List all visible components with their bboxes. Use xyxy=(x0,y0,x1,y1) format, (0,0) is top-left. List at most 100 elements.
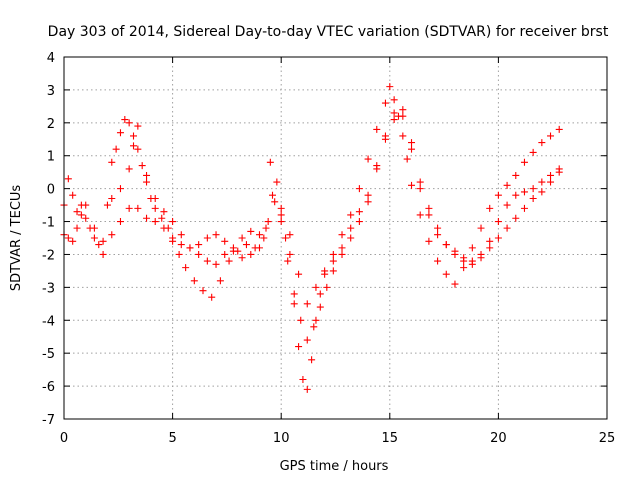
data-point xyxy=(538,139,546,147)
data-point xyxy=(434,231,442,239)
data-point xyxy=(169,218,177,226)
data-point xyxy=(299,376,307,384)
data-point xyxy=(338,244,346,252)
data-point xyxy=(390,109,398,117)
data-point xyxy=(555,168,563,176)
data-point xyxy=(468,260,476,268)
data-point xyxy=(269,191,277,199)
x-tick-label: 20 xyxy=(490,431,507,446)
data-point xyxy=(538,178,546,186)
data-point xyxy=(186,244,194,252)
data-point xyxy=(199,287,207,295)
data-point xyxy=(547,132,555,140)
data-point xyxy=(329,267,337,275)
data-point xyxy=(73,224,81,232)
data-point xyxy=(64,234,72,242)
data-point xyxy=(103,201,111,209)
data-point xyxy=(190,277,198,285)
data-point xyxy=(177,231,185,239)
data-point xyxy=(310,323,318,331)
data-point xyxy=(399,112,407,120)
data-point xyxy=(486,244,494,252)
data-point xyxy=(247,250,255,258)
data-point xyxy=(390,96,398,104)
data-point xyxy=(260,234,268,242)
data-point xyxy=(364,191,372,199)
data-point xyxy=(125,165,133,173)
x-tick-label: 5 xyxy=(168,431,176,446)
y-tick-label: 0 xyxy=(47,183,55,198)
data-point xyxy=(316,303,324,311)
data-point xyxy=(303,385,311,393)
data-point xyxy=(434,257,442,265)
data-point xyxy=(112,145,120,153)
y-tick-label: -4 xyxy=(42,314,55,329)
data-point xyxy=(494,234,502,242)
data-point xyxy=(503,201,511,209)
y-tick-label: -6 xyxy=(42,380,55,395)
data-point xyxy=(108,158,116,166)
data-point xyxy=(238,234,246,242)
data-point xyxy=(373,162,381,170)
y-tick-label: -3 xyxy=(42,281,55,296)
data-point xyxy=(512,191,520,199)
data-point xyxy=(266,158,274,166)
data-point xyxy=(195,241,203,249)
data-point xyxy=(460,264,468,272)
data-point xyxy=(160,208,168,216)
data-point xyxy=(425,237,433,245)
data-point xyxy=(273,178,281,186)
data-point xyxy=(116,129,124,137)
data-point xyxy=(512,214,520,222)
data-point xyxy=(373,125,381,133)
data-point xyxy=(134,145,142,153)
data-point xyxy=(355,218,363,226)
data-point xyxy=(442,241,450,249)
x-tick-label: 0 xyxy=(60,431,68,446)
data-point xyxy=(477,254,485,262)
data-point xyxy=(460,257,468,265)
data-points xyxy=(60,83,563,393)
data-point xyxy=(297,316,305,324)
data-point xyxy=(262,224,270,232)
data-point xyxy=(203,234,211,242)
data-point xyxy=(494,218,502,226)
data-point xyxy=(212,231,220,239)
data-point xyxy=(277,204,285,212)
data-point xyxy=(416,178,424,186)
data-point xyxy=(538,188,546,196)
data-point xyxy=(486,237,494,245)
y-tick-label: -2 xyxy=(42,248,55,263)
data-point xyxy=(125,204,133,212)
data-point xyxy=(547,178,555,186)
data-point xyxy=(520,188,528,196)
data-point xyxy=(143,171,151,179)
data-point xyxy=(82,201,90,209)
data-point xyxy=(355,208,363,216)
data-point xyxy=(242,241,250,249)
data-point xyxy=(69,237,77,245)
data-point xyxy=(116,185,124,193)
y-tick-label: -5 xyxy=(42,347,55,362)
data-point xyxy=(347,211,355,219)
data-point xyxy=(503,224,511,232)
data-point xyxy=(364,198,372,206)
data-point xyxy=(216,277,224,285)
data-point xyxy=(286,231,294,239)
data-point xyxy=(555,125,563,133)
data-point xyxy=(323,283,331,291)
data-point xyxy=(177,241,185,249)
data-point xyxy=(284,257,292,265)
x-tick-label: 10 xyxy=(273,431,290,446)
data-point xyxy=(403,155,411,163)
data-point xyxy=(520,158,528,166)
data-point xyxy=(381,99,389,107)
data-point xyxy=(238,254,246,262)
data-point xyxy=(134,204,142,212)
data-point xyxy=(381,132,389,140)
data-point xyxy=(451,250,459,258)
data-point xyxy=(416,211,424,219)
data-point xyxy=(338,231,346,239)
axes: 0 5 10 15 20 25 -7 -6 -5 -4 -3 -2 -1 0 1 2 3 4 xyxy=(42,51,615,446)
data-point xyxy=(108,231,116,239)
